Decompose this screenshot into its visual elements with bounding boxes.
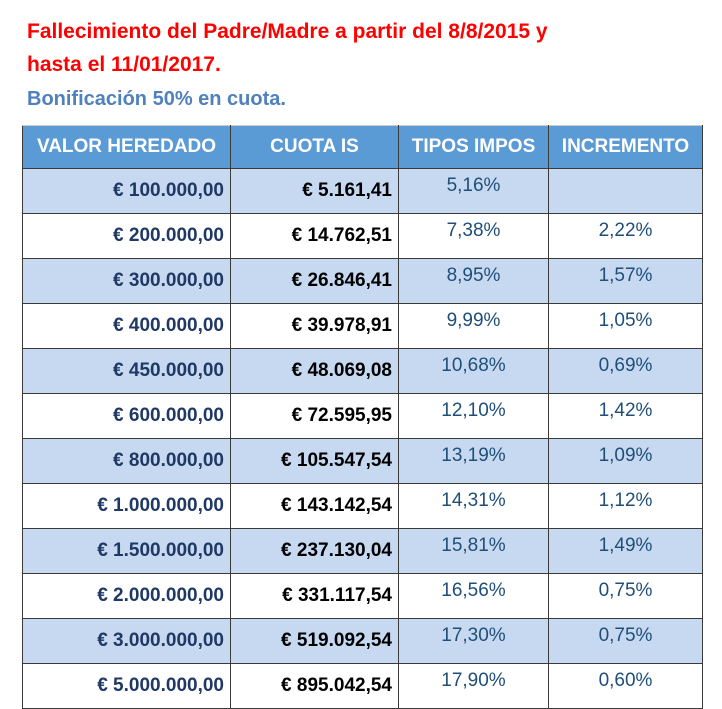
table-cell: 1,05% — [548, 303, 703, 349]
table-cell: 16,56% — [398, 573, 549, 619]
table-row: € 450.000,00 € 48.069,08 10,68% 0,69% — [22, 348, 703, 394]
table-cell: € 14.762,51 — [230, 213, 399, 259]
table-cell: € 143.142,54 — [230, 483, 399, 529]
table-row: € 1.500.000,00 € 237.130,04 15,81% 1,49% — [22, 528, 703, 574]
table-cell: € 3.000.000,00 — [22, 618, 231, 664]
table-cell: 10,68% — [398, 348, 549, 394]
table-cell: € 105.547,54 — [230, 438, 399, 484]
table-cell: € 800.000,00 — [22, 438, 231, 484]
table-cell: € 39.978,91 — [230, 303, 399, 349]
table-cell: € 400.000,00 — [22, 303, 231, 349]
table-cell: 1,57% — [548, 258, 703, 304]
table-cell: 9,99% — [398, 303, 549, 349]
header-row: VALOR HEREDADO CUOTA IS TIPOS IMPOS INCREME… — [22, 125, 703, 169]
table-row: € 200.000,00 € 14.762,51 7,38% 2,22% — [22, 213, 703, 259]
table-cell: € 48.069,08 — [230, 348, 399, 394]
table-cell: 0,75% — [548, 573, 703, 619]
table-cell: € 600.000,00 — [22, 393, 231, 439]
table-cell: 15,81% — [398, 528, 549, 574]
column-header: INCREMENTO — [548, 125, 703, 169]
table-cell: 1,12% — [548, 483, 703, 529]
column-header: VALOR HEREDADO — [22, 125, 231, 169]
data-table: VALOR HEREDADO CUOTA IS TIPOS IMPOS INCREME… — [22, 125, 703, 709]
table-cell: € 100.000,00 — [22, 168, 231, 214]
table-cell: 13,19% — [398, 438, 549, 484]
table-cell: 14,31% — [398, 483, 549, 529]
table-row: € 300.000,00 € 26.846,41 8,95% 1,57% — [22, 258, 703, 304]
table-cell: € 331.117,54 — [230, 573, 399, 619]
title-line: Fallecimiento del Padre/Madre a partir d… — [27, 20, 548, 43]
table-cell: 7,38% — [398, 213, 549, 259]
table-cell: 0,69% — [548, 348, 703, 394]
table-cell: 0,60% — [548, 663, 703, 709]
table-cell: € 300.000,00 — [22, 258, 231, 304]
page: Fallecimiento del Padre/Madre a partir d… — [22, 20, 703, 709]
table-cell: 5,16% — [398, 168, 549, 214]
table-cell: 8,95% — [398, 258, 549, 304]
column-header: TIPOS IMPOS — [398, 125, 549, 169]
table-cell: € 72.595,95 — [230, 393, 399, 439]
table-cell: 17,30% — [398, 618, 549, 664]
table-cell: € 1.000.000,00 — [22, 483, 231, 529]
table-cell: € 200.000,00 — [22, 213, 231, 259]
subtitle: Bonificación 50% en cuota. — [27, 88, 286, 110]
table-row: € 100.000,00 € 5.161,41 5,16% — [22, 168, 703, 214]
table-row: € 800.000,00 € 105.547,54 13,19% 1,09% — [22, 438, 703, 484]
table-cell: € 5.161,41 — [230, 168, 399, 214]
table-cell: € 237.130,04 — [230, 528, 399, 574]
table-cell: € 519.092,54 — [230, 618, 399, 664]
table-cell: 0,75% — [548, 618, 703, 664]
table-row: € 5.000.000,00 € 895.042,54 17,90% 0,60% — [22, 663, 703, 709]
table-cell: 1,49% — [548, 528, 703, 574]
table-row: € 400.000,00 € 39.978,91 9,99% 1,05% — [22, 303, 703, 349]
table-cell: € 2.000.000,00 — [22, 573, 231, 619]
table-row: € 1.000.000,00 € 143.142,54 14,31% 1,12% — [22, 483, 703, 529]
table-cell: 1,09% — [548, 438, 703, 484]
title-line: hasta el 11/01/2017. — [27, 53, 221, 76]
table-row: € 3.000.000,00 € 519.092,54 17,30% 0,75% — [22, 618, 703, 664]
table-cell: € 5.000.000,00 — [22, 663, 231, 709]
table-row: € 2.000.000,00 € 331.117,54 16,56% 0,75% — [22, 573, 703, 619]
column-header: CUOTA IS — [230, 125, 399, 169]
table-cell: 17,90% — [398, 663, 549, 709]
table-row: € 600.000,00 € 72.595,95 12,10% 1,42% — [22, 393, 703, 439]
table-cell: € 895.042,54 — [230, 663, 399, 709]
table-cell: € 26.846,41 — [230, 258, 399, 304]
table-cell: 2,22% — [548, 213, 703, 259]
table-cell: 1,42% — [548, 393, 703, 439]
table-cell: € 1.500.000,00 — [22, 528, 231, 574]
table-cell: 12,10% — [398, 393, 549, 439]
table-cell — [548, 168, 703, 214]
table-cell: € 450.000,00 — [22, 348, 231, 394]
